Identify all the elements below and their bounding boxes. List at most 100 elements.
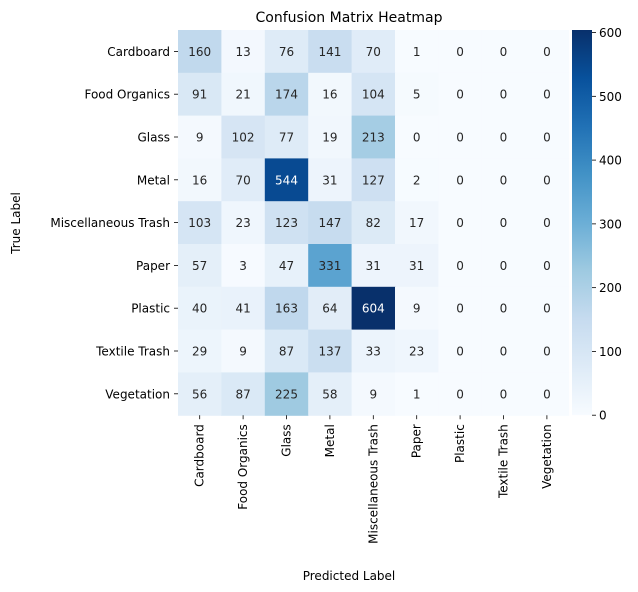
heatmap-cell [221, 329, 266, 373]
heatmap-cell [351, 372, 396, 416]
heatmap-cell [438, 72, 483, 117]
cell-value-label: 0 [500, 173, 508, 187]
y-tick-label: Food Organics [84, 88, 170, 102]
cell-value-label: 0 [500, 216, 508, 230]
cell-value-label: 213 [362, 131, 385, 145]
heatmap-cell [525, 72, 570, 117]
heatmap-cell [395, 244, 439, 288]
heatmap-cell [351, 158, 396, 202]
cell-value-label: 29 [192, 345, 207, 359]
cell-value-label: 0 [456, 173, 464, 187]
heatmap-cell [525, 329, 570, 373]
cell-value-label: 544 [275, 173, 298, 187]
heatmap-cell [221, 115, 266, 159]
heatmap-cell [481, 115, 526, 159]
cell-value-label: 0 [456, 45, 464, 59]
heatmap-cell [178, 329, 222, 373]
cell-value-label: 9 [239, 345, 247, 359]
colorbar-tick-label: 300 [599, 217, 622, 231]
heatmap-cell [395, 115, 439, 159]
y-tick-label: Metal [137, 173, 170, 187]
heatmap-cell [481, 329, 526, 373]
heatmap-cell [395, 158, 439, 202]
cell-value-label: 123 [275, 216, 298, 230]
heatmap-cell [351, 286, 396, 331]
x-tick-label: Miscellaneous Trash [366, 424, 380, 544]
cell-value-label: 0 [500, 345, 508, 359]
heatmap-cell [438, 115, 483, 159]
heatmap-cell [438, 30, 483, 74]
heatmap-cell [264, 30, 309, 74]
heatmap-cell [351, 329, 396, 373]
heatmap-cell [221, 372, 266, 416]
heatmap-cell [221, 201, 266, 245]
heatmap-cell [308, 201, 353, 245]
heatmap-cell [178, 286, 222, 331]
y-axis: Cardboard Food Organics Glass Metal Miscella… [50, 45, 178, 401]
cell-value-label: 163 [275, 302, 298, 316]
heatmap-cell [178, 30, 222, 74]
cell-value-label: 331 [318, 259, 341, 273]
cell-value-label: 0 [543, 345, 551, 359]
cell-value-label: 76 [279, 45, 294, 59]
cell-value-label: 0 [500, 259, 508, 273]
heatmap-cell [438, 244, 483, 288]
cell-value-label: 0 [413, 131, 421, 145]
cell-value-label: 16 [192, 173, 207, 187]
cell-value-label: 13 [235, 45, 250, 59]
heatmap-cell [351, 201, 396, 245]
heatmap-cell [264, 115, 309, 159]
heatmap-cell [438, 372, 483, 416]
cell-value-label: 77 [279, 131, 294, 145]
cell-value-label: 0 [543, 88, 551, 102]
y-axis-label: True Label [9, 192, 23, 255]
heatmap-cell [264, 372, 309, 416]
cell-value-label: 0 [456, 88, 464, 102]
x-tick-label: Plastic [453, 424, 467, 463]
cell-value-label: 47 [279, 259, 294, 273]
heatmap-cell [395, 329, 439, 373]
cell-value-label: 0 [456, 216, 464, 230]
x-tick-label: Paper [410, 424, 424, 458]
cell-value-label: 23 [409, 345, 424, 359]
heatmap-cell [221, 244, 266, 288]
cell-value-label: 57 [192, 259, 207, 273]
cell-value-label: 0 [543, 387, 551, 401]
cell-value-label: 0 [500, 131, 508, 145]
heatmap-cell [395, 286, 439, 331]
heatmap-cell [481, 158, 526, 202]
heatmap-cell [525, 286, 570, 331]
heatmap-cell [351, 30, 396, 74]
cell-value-label: 0 [543, 173, 551, 187]
x-axis-label: Predicted Label [303, 569, 396, 583]
heatmap-cell [481, 30, 526, 74]
cell-value-label: 137 [318, 345, 341, 359]
heatmap-cell [308, 244, 353, 288]
cell-value-label: 0 [456, 345, 464, 359]
chart-title: Confusion Matrix Heatmap [256, 10, 443, 26]
y-tick-label: Cardboard [107, 45, 170, 59]
cell-value-label: 91 [192, 88, 207, 102]
heatmap-cell [438, 329, 483, 373]
cell-value-label: 0 [500, 302, 508, 316]
cell-value-label: 141 [318, 45, 341, 59]
cell-value-label: 31 [322, 173, 337, 187]
heatmap-cell [308, 72, 353, 117]
heatmap-cell [481, 372, 526, 416]
heatmap-cell [481, 72, 526, 117]
cell-value-label: 104 [362, 88, 385, 102]
cell-value-label: 70 [235, 173, 250, 187]
heatmap-cell [308, 286, 353, 331]
cell-value-label: 5 [413, 88, 421, 102]
cell-value-label: 0 [500, 45, 508, 59]
heatmap-cell [221, 286, 266, 331]
cell-value-label: 160 [188, 45, 211, 59]
colorbar-tick-label: 0 [599, 409, 607, 423]
heatmap-cell [221, 158, 266, 202]
heatmap-cell [178, 72, 222, 117]
cell-value-label: 82 [366, 216, 381, 230]
x-axis: Cardboard Food Organics Glass Metal Miscella… [193, 415, 554, 544]
heatmap-cell [264, 244, 309, 288]
heatmap-cell [395, 372, 439, 416]
